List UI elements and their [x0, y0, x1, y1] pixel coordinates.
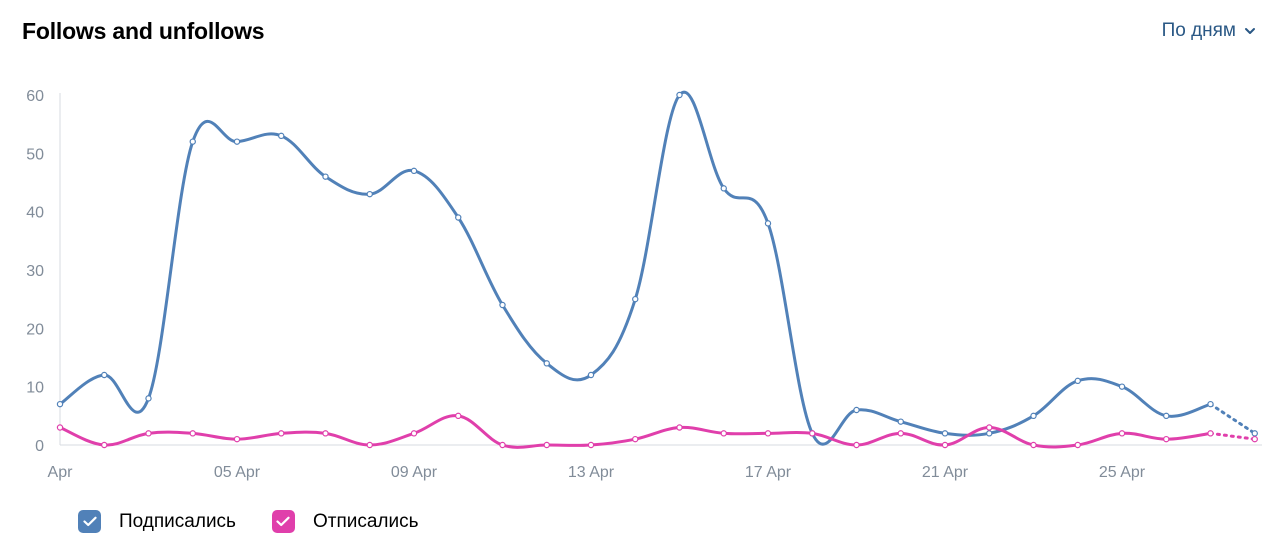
- data-point[interactable]: [809, 430, 816, 437]
- chart-legend: Подписались Отписались: [78, 510, 419, 533]
- x-tick-label: 13 Apr: [568, 464, 615, 481]
- chevron-down-icon: [1244, 27, 1256, 35]
- series-line: [58, 90, 1212, 446]
- data-point[interactable]: [145, 430, 152, 437]
- data-point[interactable]: [499, 441, 506, 449]
- data-point[interactable]: [897, 418, 904, 425]
- data-point[interactable]: [897, 430, 904, 437]
- data-point[interactable]: [1207, 430, 1214, 437]
- data-point[interactable]: [189, 138, 196, 145]
- data-point[interactable]: [764, 430, 772, 437]
- data-point[interactable]: [1030, 412, 1037, 420]
- data-point[interactable]: [410, 430, 418, 437]
- data-point[interactable]: [366, 441, 373, 449]
- data-point[interactable]: [676, 424, 683, 431]
- data-point[interactable]: [632, 295, 639, 303]
- data-point[interactable]: [853, 406, 860, 414]
- data-point[interactable]: [410, 167, 418, 175]
- data-point[interactable]: [322, 430, 329, 437]
- chart-title: Follows and unfollows: [22, 18, 265, 44]
- data-point[interactable]: [543, 360, 550, 367]
- legend-item-1[interactable]: Отписались: [271, 510, 419, 533]
- data-point[interactable]: [145, 395, 152, 402]
- x-tick-label: 21 Apr: [922, 464, 969, 481]
- checkbox-checked-icon[interactable]: [78, 510, 101, 533]
- data-point[interactable]: [587, 441, 595, 449]
- data-point[interactable]: [1207, 400, 1214, 408]
- data-point[interactable]: [1074, 441, 1081, 449]
- data-point[interactable]: [986, 430, 993, 437]
- data-point[interactable]: [720, 430, 727, 437]
- data-point[interactable]: [764, 220, 772, 227]
- y-tick-label: 40: [26, 205, 44, 222]
- series-0: [56, 90, 1258, 446]
- data-point[interactable]: [1118, 430, 1126, 437]
- period-selector-label: По дням: [1161, 20, 1236, 41]
- y-tick-label: 50: [26, 146, 44, 163]
- data-point[interactable]: [322, 173, 329, 180]
- data-point[interactable]: [455, 412, 462, 420]
- x-tick-label: 17 Apr: [745, 464, 792, 481]
- legend-item-0[interactable]: Подписались: [78, 510, 236, 533]
- x-tick-label: 09 Apr: [391, 464, 438, 481]
- data-point[interactable]: [101, 441, 108, 449]
- data-point[interactable]: [1163, 412, 1170, 420]
- data-point[interactable]: [986, 424, 993, 431]
- data-point[interactable]: [543, 441, 550, 449]
- data-point[interactable]: [233, 138, 241, 145]
- series-line-partial: [1209, 402, 1257, 435]
- data-point[interactable]: [1163, 435, 1170, 443]
- data-point[interactable]: [455, 214, 462, 221]
- data-point[interactable]: [366, 190, 373, 198]
- y-tick-label: 60: [26, 88, 44, 105]
- data-point[interactable]: [720, 185, 727, 192]
- data-point[interactable]: [941, 441, 949, 449]
- data-point[interactable]: [278, 132, 285, 140]
- data-point[interactable]: [1251, 430, 1258, 437]
- y-tick-label: 20: [26, 321, 44, 338]
- data-point[interactable]: [101, 371, 108, 379]
- line-chart: 0 10 20 30 40 50 60 Apr 05 Apr 09 Apr 13 Apr 17 Apr…: [26, 88, 1262, 481]
- data-point[interactable]: [1074, 377, 1081, 385]
- period-selector[interactable]: По дням: [1162, 20, 1256, 42]
- y-tick-label: 0: [35, 438, 44, 455]
- y-tick-label: 30: [26, 263, 44, 280]
- data-point[interactable]: [189, 430, 196, 437]
- x-tick-label: 25 Apr: [1099, 464, 1146, 481]
- data-point[interactable]: [587, 371, 595, 379]
- data-point[interactable]: [853, 441, 860, 449]
- data-point[interactable]: [278, 430, 285, 437]
- x-tick-label: 05 Apr: [214, 464, 261, 481]
- legend-label: Отписались: [312, 510, 419, 532]
- legend-label: Подписались: [119, 510, 236, 532]
- series-line-partial: [1209, 431, 1257, 441]
- data-point[interactable]: [499, 301, 506, 309]
- data-point[interactable]: [1251, 435, 1258, 443]
- data-point[interactable]: [632, 435, 639, 443]
- series-1: [56, 412, 1258, 449]
- data-point[interactable]: [941, 430, 949, 437]
- data-point[interactable]: [233, 435, 241, 443]
- x-tick-label: Apr: [48, 464, 74, 481]
- data-point[interactable]: [676, 91, 683, 99]
- data-point[interactable]: [56, 424, 64, 431]
- data-point[interactable]: [56, 400, 64, 408]
- checkbox-checked-icon[interactable]: [271, 510, 295, 533]
- y-tick-label: 10: [26, 380, 44, 397]
- data-point[interactable]: [1030, 441, 1037, 449]
- data-point[interactable]: [1118, 383, 1126, 390]
- series-line: [58, 414, 1212, 449]
